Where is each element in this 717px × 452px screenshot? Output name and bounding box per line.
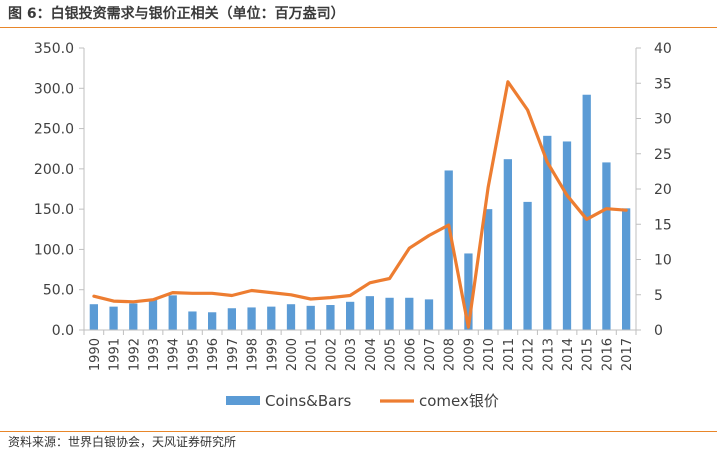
left-axis-ticks: 0.0 50.0 100.0 150.0 200.0 250.0 300.0 350.0 [34,41,84,339]
right-tick-label: 20 [654,182,672,198]
bar-2014 [562,141,572,330]
bar-1996 [208,312,217,330]
bar-1994 [168,295,177,330]
x-tick-label: 1999 [265,338,280,371]
bar-2006 [405,297,414,330]
x-tick-label: 2010 [482,338,497,371]
bar-1997 [227,308,236,330]
bar-2007 [424,299,434,330]
source-note: 资料来源：世界白银协会，天风证券研究所 [8,435,237,449]
left-tick-label: 150.0 [34,202,74,218]
line-series-comex-price [92,80,628,329]
right-tick-label: 25 [654,147,672,163]
legend: Coins&Bars comex银价 [226,392,499,410]
x-tick-label: 2007 [423,338,438,371]
x-tick-label: 1991 [108,338,123,371]
bar-series-coins-bars [89,94,631,330]
bar-2002 [326,305,335,330]
right-tick-label: 15 [654,217,672,233]
bar-2017 [622,208,631,330]
bar-1992 [129,303,138,330]
right-tick-label: 35 [654,76,672,92]
x-tick-label: 1995 [186,338,201,371]
bar-2011 [503,159,512,330]
chart-title: 图 6：白银投资需求与银价正相关（单位：百万盎司） [8,6,345,22]
combo-chart: 0.0 50.0 100.0 150.0 200.0 250.0 300.0 350.0 0 5… [34,41,672,410]
x-tick-label: 2001 [305,338,320,371]
x-tick-label: 2004 [364,338,379,371]
x-tick-label: 1998 [246,338,261,371]
bar-2013 [543,135,552,330]
legend-bar-swatch [226,396,260,405]
x-tick-label: 2017 [620,338,635,371]
x-tick-label: 1990 [88,338,103,371]
bar-2003 [346,301,355,330]
bar-2001 [306,305,315,330]
title-divider [0,27,717,28]
right-tick-label: 30 [654,112,672,128]
x-tick-label: 2016 [600,338,615,371]
x-tick-label: 1993 [147,338,162,371]
footer-divider [0,431,717,432]
x-tick-label: 2008 [443,338,458,371]
x-tick-label: 2002 [324,338,339,371]
right-tick-label: 10 [654,253,672,269]
right-tick-label: 5 [654,288,663,304]
bar-1993 [148,298,158,330]
bar-2008 [444,170,453,330]
left-tick-label: 350.0 [34,41,74,57]
left-tick-label: 200.0 [34,162,74,178]
x-tick-label: 2005 [384,338,399,371]
left-tick-label: 0.0 [52,323,74,339]
x-tick-label: 2012 [522,338,537,371]
bar-2005 [385,297,394,330]
bar-1991 [109,306,118,330]
bar-1999 [267,306,276,330]
x-tick-label: 2014 [561,338,576,371]
left-tick-label: 50.0 [43,283,74,299]
x-tick-label: 2009 [462,338,477,371]
chart-area: 0.0 50.0 100.0 150.0 200.0 250.0 300.0 350.0 0 5… [0,28,717,428]
comex-price-line [92,80,628,329]
x-tick-label: 1997 [226,338,241,371]
bar-1990 [89,304,98,330]
bar-1995 [188,311,197,330]
left-tick-label: 250.0 [34,122,74,138]
x-tick-label: 1992 [127,338,142,371]
x-tick-label: 2011 [502,338,517,371]
bar-2004 [365,296,374,330]
bar-2010 [484,209,493,330]
x-tick-label: 2006 [403,338,418,371]
x-tick-label: 1996 [206,338,221,371]
left-tick-label: 300.0 [34,81,74,97]
x-tick-label: 2013 [541,338,556,371]
right-axis-ticks: 0 5 10 15 20 25 30 35 40 [636,41,672,339]
legend-bar-label: Coins&Bars [265,392,351,410]
right-tick-label: 40 [654,41,672,57]
x-tick-label: 2000 [285,338,300,371]
legend-line-label: comex银价 [419,392,499,410]
left-tick-label: 100.0 [34,242,74,258]
bar-2009 [464,253,473,330]
right-tick-label: 0 [654,323,663,339]
bar-2015 [582,94,591,330]
bar-1998 [247,307,256,330]
x-tick-label: 1994 [167,338,182,371]
bar-2000 [286,304,296,330]
x-tick-label: 2003 [344,338,359,371]
x-tick-label: 2015 [581,338,596,371]
x-axis-labels: 1990 1991 1992 1993 1994 1995 1996 1997 1998 1999… [83,330,637,371]
bar-2016 [602,162,611,330]
bar-2012 [523,201,532,330]
